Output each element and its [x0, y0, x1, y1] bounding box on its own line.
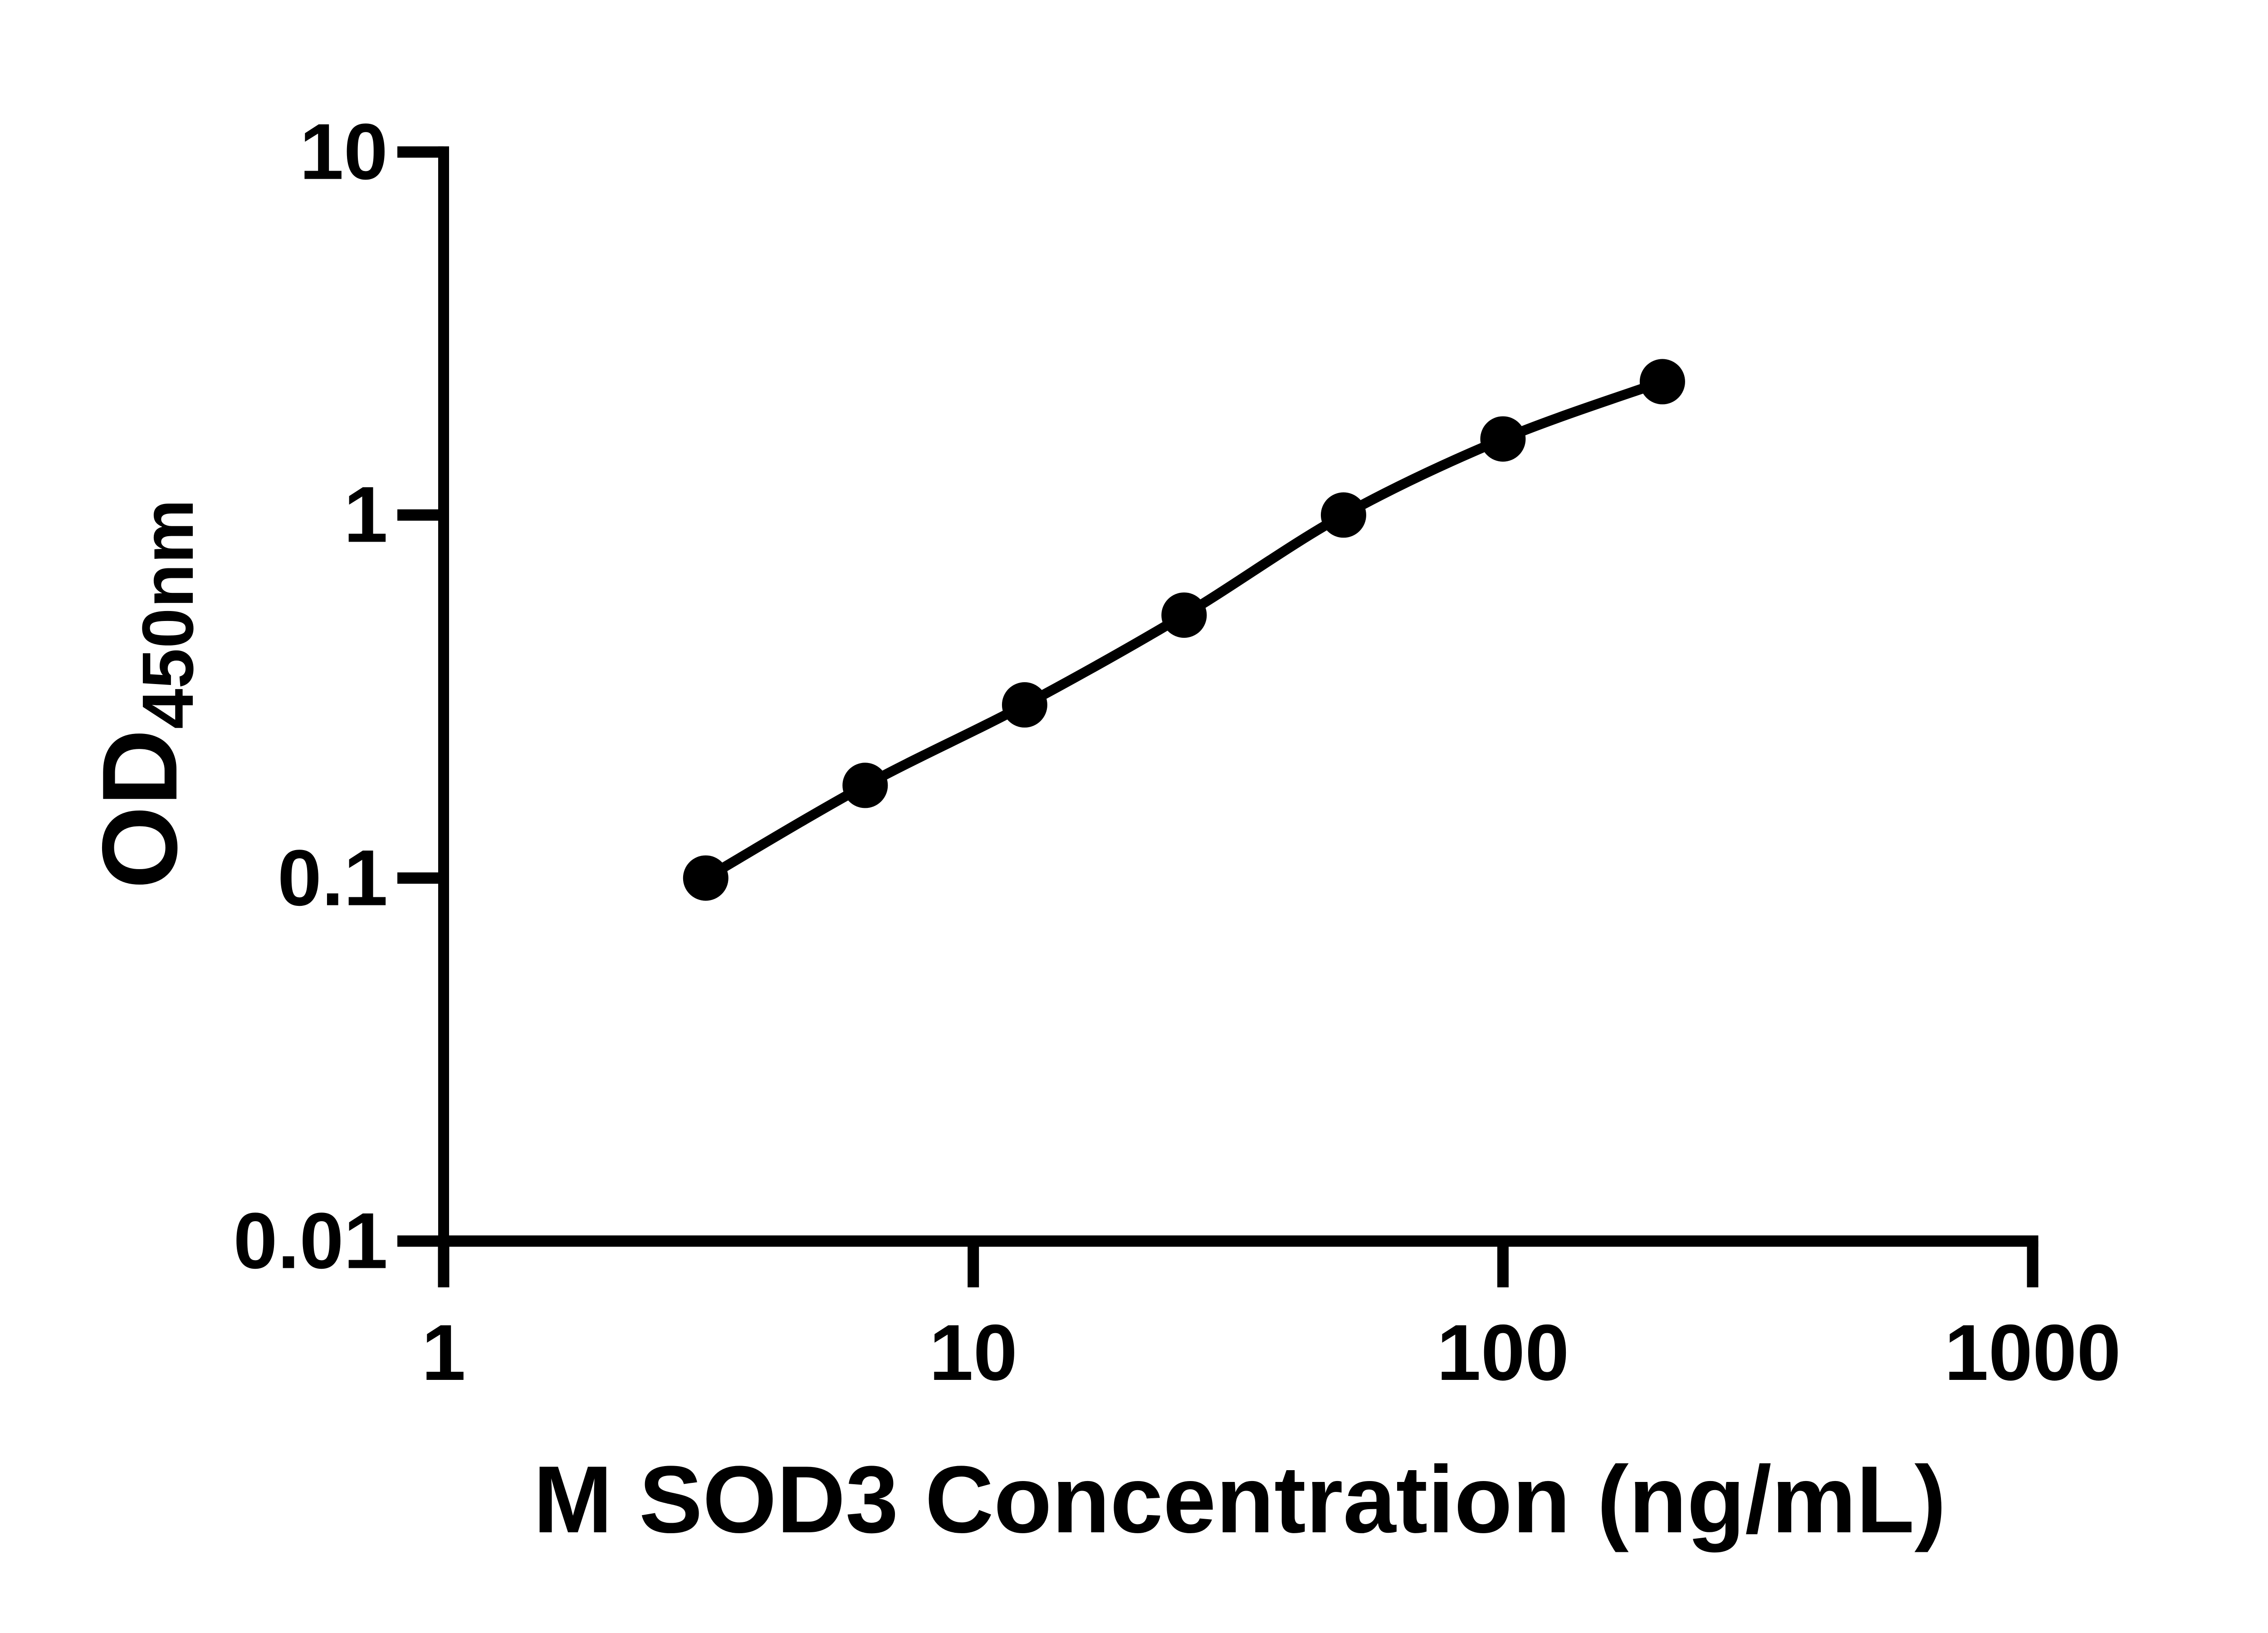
data-point-200 [1639, 359, 1685, 405]
x-tick-label-1: 1 [421, 1309, 466, 1397]
x-tick-label-1000: 1000 [1944, 1309, 2121, 1397]
y-tick-label-1: 1 [343, 470, 388, 559]
data-point-50 [1320, 492, 1366, 538]
data-point-6.25 [842, 763, 888, 808]
y-axis-title-main: OD [80, 729, 199, 889]
y-axis-title-subscript: 450nm [127, 499, 208, 729]
y-tick-label-0.1: 0.1 [277, 834, 388, 923]
y-axis-title: OD450nm [80, 499, 208, 889]
data-point-12.5 [1002, 682, 1047, 728]
x-tick-label-10: 10 [929, 1309, 1018, 1397]
data-point-25 [1161, 592, 1207, 638]
y-tick-label-0.01: 0.01 [233, 1197, 388, 1286]
data-point-100 [1480, 416, 1526, 462]
y-tick-label-10: 10 [299, 108, 388, 196]
x-tick-label-100: 100 [1437, 1309, 1569, 1397]
data-point-3.125 [683, 855, 728, 901]
x-axis-title: M SOD3 Concentration (ng/mL) [533, 1446, 1946, 1553]
